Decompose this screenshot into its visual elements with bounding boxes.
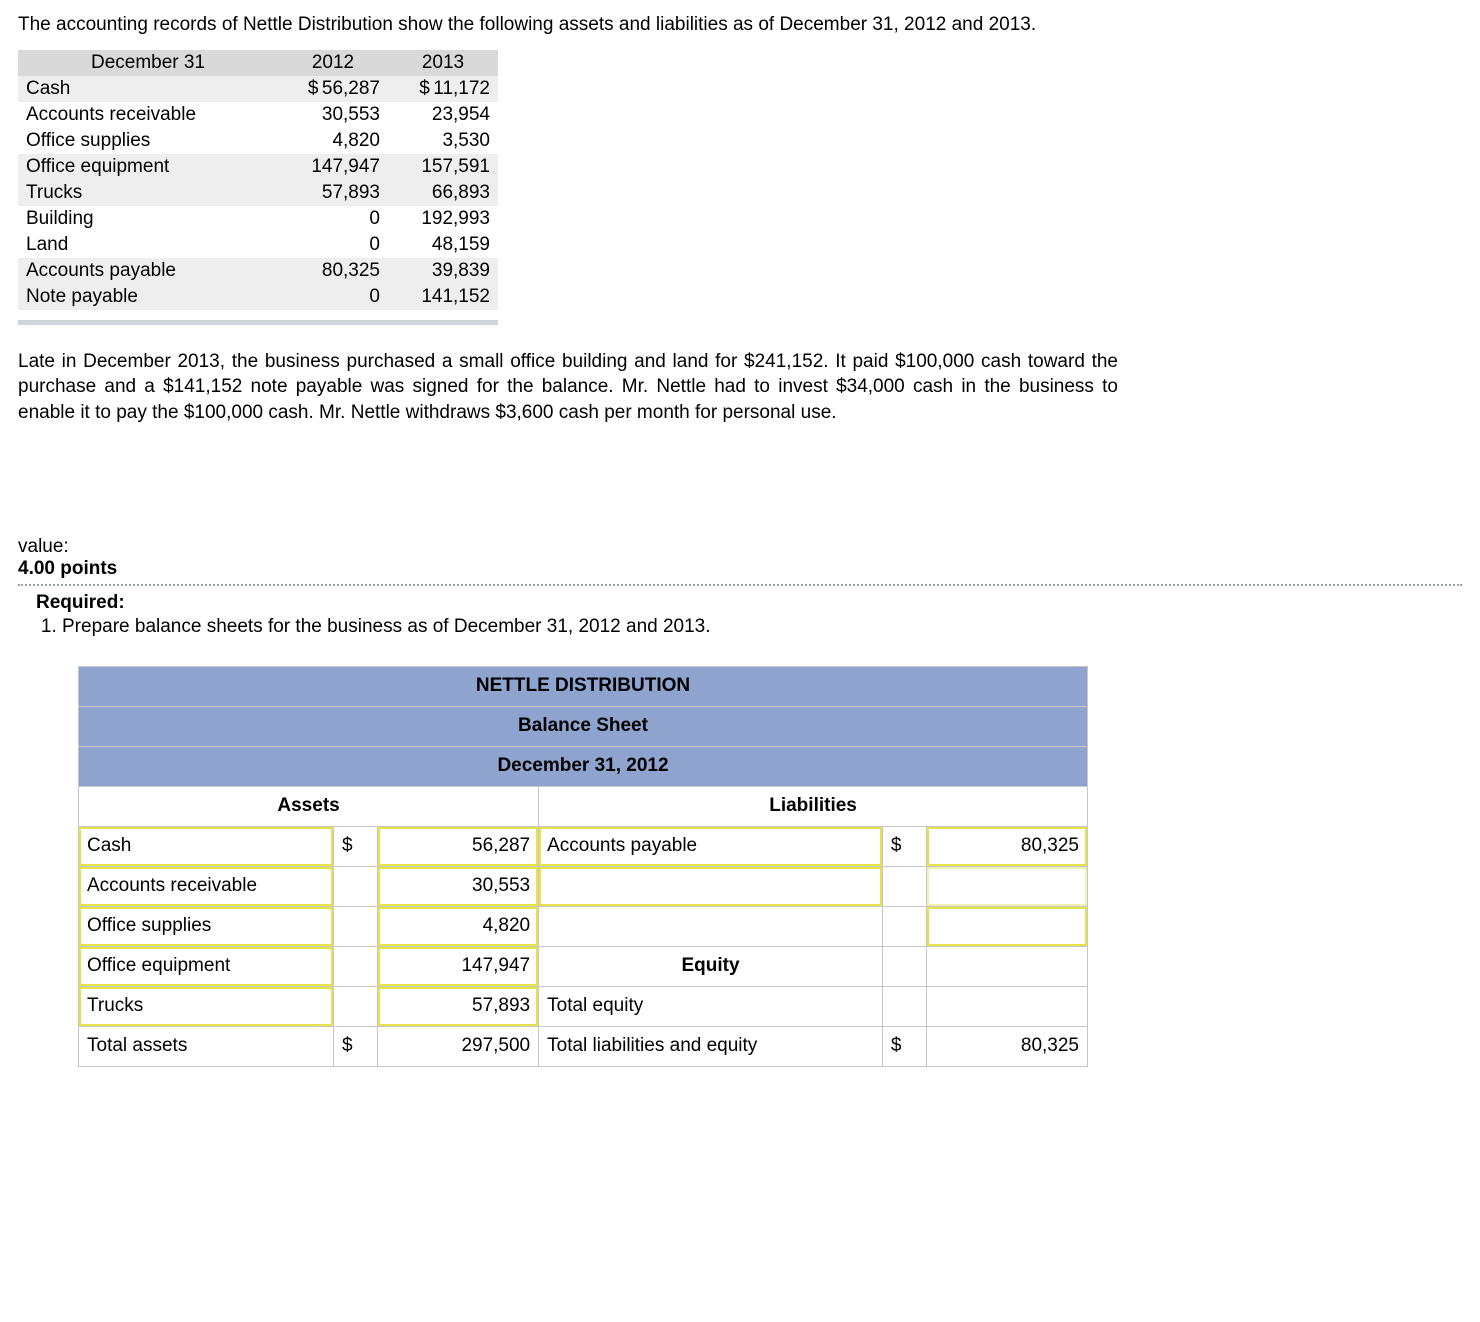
value-points: 4.00 points (18, 558, 1462, 580)
empty-cell (882, 866, 926, 906)
balance-sheet-wrap: NETTLE DISTRIBUTION Balance Sheet Decemb… (78, 666, 1088, 1067)
currency-symbol: $ (334, 1026, 378, 1066)
empty-cell (334, 986, 378, 1026)
intro-text: The accounting records of Nettle Distrib… (18, 12, 1462, 38)
liability-label-input[interactable] (539, 866, 883, 906)
currency-symbol: $ (882, 826, 926, 866)
asset-label-input[interactable]: Accounts receivable (79, 866, 334, 906)
liability-label-input[interactable]: Accounts payable (539, 826, 883, 866)
narrative-text: Late in December 2013, the business purc… (18, 349, 1118, 426)
records-cell: 0 (278, 284, 388, 310)
currency-symbol: $ (334, 826, 378, 866)
empty-cell (882, 946, 926, 986)
records-cell: 0 (278, 232, 388, 258)
records-cell: 147,947 (278, 154, 388, 180)
records-cell: 66,893 (388, 180, 498, 206)
records-body: Cash $56,287 $11,172 Accounts receivable… (18, 76, 498, 310)
value-label: value: (18, 536, 1462, 558)
records-cell: 39,839 (388, 258, 498, 284)
value-block: value: 4.00 points (18, 536, 1462, 580)
empty-cell (334, 946, 378, 986)
records-cell: 192,993 (388, 206, 498, 232)
records-year-2012: 2012 (278, 50, 388, 76)
asset-amount-input[interactable]: 4,820 (378, 906, 539, 946)
liability-amount-input[interactable] (927, 866, 1088, 906)
records-table: December 31 2012 2013 Cash $56,287 $11,1… (18, 50, 498, 310)
liability-amount-input[interactable]: 80,325 (927, 826, 1088, 866)
required-item: Prepare balance sheets for the business … (62, 616, 1462, 638)
records-table-wrap: December 31 2012 2013 Cash $56,287 $11,1… (18, 50, 498, 325)
records-year-2013: 2013 (388, 50, 498, 76)
records-cell: 48,159 (388, 232, 498, 258)
records-row-label: Land (18, 232, 278, 258)
asset-label-input[interactable]: Office equipment (79, 946, 334, 986)
total-liab-equity-label: Total liabilities and equity (539, 1026, 883, 1066)
asset-amount-input[interactable]: 30,553 (378, 866, 539, 906)
empty-cell (539, 906, 883, 946)
records-row-label: Accounts payable (18, 258, 278, 284)
empty-cell (882, 906, 926, 946)
records-cell: 4,820 (278, 128, 388, 154)
bs-title: NETTLE DISTRIBUTION (79, 666, 1088, 706)
balance-sheet-table: NETTLE DISTRIBUTION Balance Sheet Decemb… (78, 666, 1088, 1067)
records-cell: $11,172 (388, 76, 498, 102)
asset-label-input[interactable]: Trucks (79, 986, 334, 1026)
records-row-label: Note payable (18, 284, 278, 310)
empty-cell (334, 866, 378, 906)
bs-subtitle: Balance Sheet (79, 706, 1088, 746)
records-cell: 0 (278, 206, 388, 232)
bs-liabilities-heading: Liabilities (539, 786, 1088, 826)
records-cell: 141,152 (388, 284, 498, 310)
records-cell: 80,325 (278, 258, 388, 284)
records-row-label: Cash (18, 76, 278, 102)
bs-equity-heading: Equity (539, 946, 883, 986)
dotted-divider (18, 584, 1462, 586)
asset-amount-input[interactable]: 147,947 (378, 946, 539, 986)
empty-cell (882, 986, 926, 1026)
records-cell: 30,553 (278, 102, 388, 128)
required-heading: Required: (36, 592, 1462, 614)
records-cell: 57,893 (278, 180, 388, 206)
bs-date: December 31, 2012 (79, 746, 1088, 786)
records-cell: 157,591 (388, 154, 498, 180)
records-row-label: Trucks (18, 180, 278, 206)
asset-label-input[interactable]: Office supplies (79, 906, 334, 946)
records-header-label: December 31 (18, 50, 278, 76)
total-liab-equity-amount: 80,325 (927, 1026, 1088, 1066)
asset-amount-input[interactable]: 57,893 (378, 986, 539, 1026)
records-row-label: Building (18, 206, 278, 232)
empty-cell (927, 946, 1088, 986)
total-assets-amount: 297,500 (378, 1026, 539, 1066)
liability-amount-input[interactable] (927, 906, 1088, 946)
records-cell: 23,954 (388, 102, 498, 128)
required-block: Required: Prepare balance sheets for the… (18, 592, 1462, 638)
bs-assets-heading: Assets (79, 786, 539, 826)
total-assets-label: Total assets (79, 1026, 334, 1066)
equity-amount (927, 986, 1088, 1026)
asset-amount-input[interactable]: 56,287 (378, 826, 539, 866)
empty-cell (334, 906, 378, 946)
currency-symbol: $ (882, 1026, 926, 1066)
equity-row-label: Total equity (539, 986, 883, 1026)
records-cell: 3,530 (388, 128, 498, 154)
records-row-label: Office supplies (18, 128, 278, 154)
records-cell: $56,287 (278, 76, 388, 102)
records-row-label: Office equipment (18, 154, 278, 180)
records-row-label: Accounts receivable (18, 102, 278, 128)
asset-label-input[interactable]: Cash (79, 826, 334, 866)
